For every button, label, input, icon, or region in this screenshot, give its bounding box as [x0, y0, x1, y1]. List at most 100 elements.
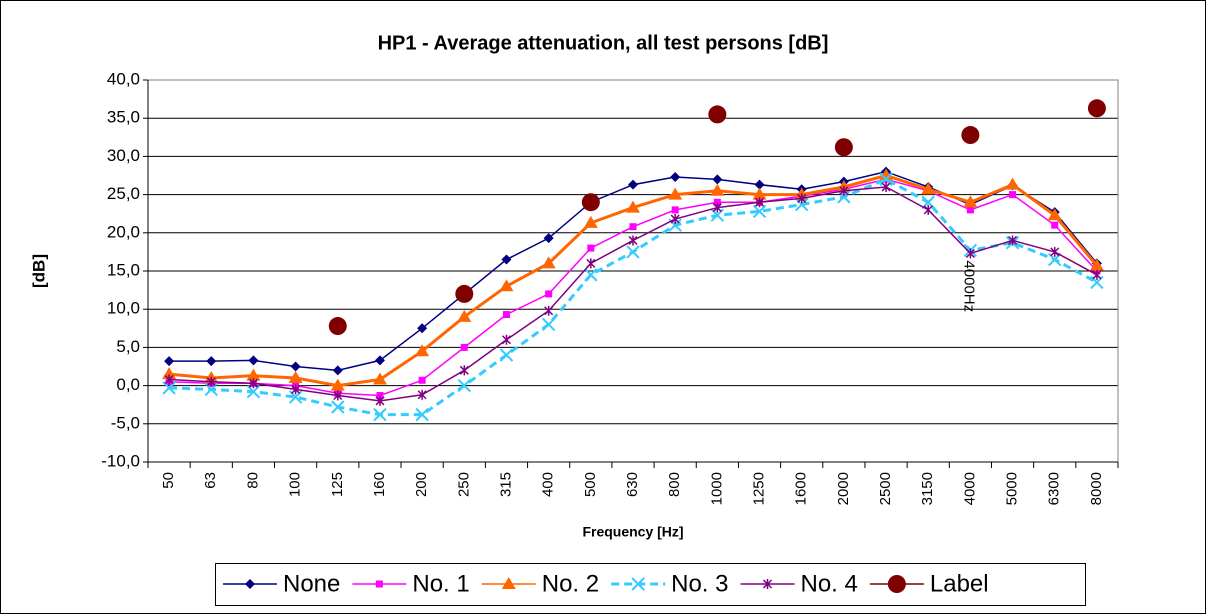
marker [712, 174, 723, 185]
marker [206, 376, 216, 387]
marker [671, 206, 679, 214]
marker [668, 187, 683, 200]
marker [541, 317, 556, 332]
marker [626, 200, 640, 213]
marker [248, 378, 258, 389]
marker [288, 370, 303, 383]
marker [418, 376, 426, 384]
marker [290, 361, 301, 372]
marker [752, 204, 767, 219]
marker [330, 378, 345, 391]
legend-label: None [283, 570, 340, 597]
marker [839, 185, 849, 196]
marker [961, 126, 980, 145]
y-tick-label: 30,0 [107, 146, 140, 165]
marker [923, 204, 933, 215]
marker [754, 197, 765, 208]
marker [457, 378, 472, 393]
marker [708, 105, 727, 124]
marker [332, 365, 343, 376]
marker [710, 183, 725, 196]
legend-marker [245, 579, 255, 589]
legend-marker [501, 577, 516, 589]
marker [583, 215, 598, 228]
marker [417, 323, 428, 334]
x-tick-label: 3150 [919, 472, 936, 505]
legend-marker [762, 579, 773, 589]
marker [502, 311, 510, 319]
y-tick-label: -5,0 [111, 413, 140, 432]
marker [752, 187, 767, 200]
y-tick-label: 0,0 [116, 375, 140, 394]
marker [164, 356, 175, 367]
marker [541, 256, 556, 269]
marker [457, 309, 472, 322]
legend-label: Label [930, 570, 989, 597]
marker [544, 305, 554, 316]
marker [373, 407, 387, 422]
marker [415, 344, 430, 357]
marker [499, 279, 514, 292]
marker [246, 368, 261, 381]
marker [415, 407, 429, 422]
x-tick-label: 50 [160, 472, 177, 489]
legend-label: No. 2 [542, 570, 599, 597]
marker [374, 355, 385, 366]
x-tick-label: 630 [624, 472, 641, 497]
legend-marker [631, 577, 645, 591]
marker [455, 284, 474, 303]
marker [162, 381, 176, 395]
marker [1009, 191, 1017, 199]
marker [164, 374, 174, 385]
marker [246, 385, 261, 399]
x-tick-label: 6300 [1046, 472, 1063, 505]
legend-marker [887, 575, 906, 593]
marker [375, 395, 385, 406]
marker [629, 223, 637, 231]
marker [797, 193, 807, 204]
marker [713, 198, 721, 206]
x-tick-label: 500 [582, 472, 599, 497]
marker [1092, 269, 1102, 280]
marker [501, 254, 512, 265]
marker [794, 197, 809, 212]
x-tick-label: 4000 [961, 472, 978, 505]
y-tick-label: 20,0 [107, 222, 140, 241]
marker [376, 392, 384, 400]
marker [333, 390, 343, 401]
x-tick-label: 160 [371, 472, 388, 497]
marker [754, 179, 765, 190]
marker [963, 195, 978, 208]
x-tick-label: 125 [329, 472, 346, 497]
x-axis-label: Frequency [Hz] [582, 524, 683, 540]
marker [966, 206, 974, 214]
y-tick-label: 15,0 [107, 260, 140, 279]
marker [543, 233, 554, 244]
marker [499, 348, 514, 362]
chart-title: HP1 - Average attenuation, all test pers… [378, 32, 829, 54]
x-tick-label: 2500 [877, 472, 894, 505]
marker [670, 172, 681, 183]
marker [501, 334, 512, 345]
marker [626, 245, 640, 259]
marker [879, 168, 894, 181]
marker [1050, 246, 1060, 257]
marker [460, 343, 468, 351]
marker [921, 182, 936, 195]
x-tick-label: 63 [202, 472, 219, 489]
marker [291, 384, 301, 395]
y-tick-label: 5,0 [116, 337, 140, 356]
marker [206, 356, 217, 367]
x-tick-label: 5000 [1004, 472, 1021, 505]
y-tick-label: 40,0 [107, 69, 140, 88]
marker [586, 258, 596, 269]
marker [837, 190, 851, 204]
x-tick-label: 8000 [1088, 472, 1105, 505]
x-tick-label: 1600 [793, 472, 810, 505]
marker [1087, 99, 1106, 118]
x-tick-label: 1000 [708, 472, 725, 505]
marker [712, 202, 722, 213]
marker [1008, 235, 1018, 246]
